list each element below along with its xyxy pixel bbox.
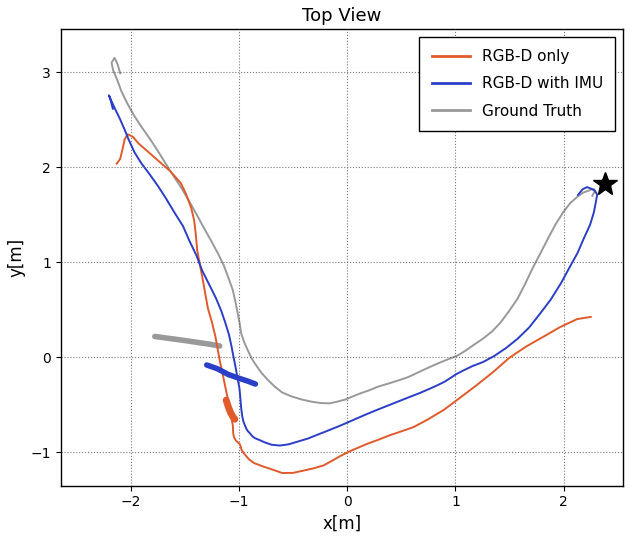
Title: Top View: Top View — [302, 7, 382, 25]
Y-axis label: y[m]: y[m] — [7, 238, 25, 277]
Legend: RGB-D only, RGB-D with IMU, Ground Truth: RGB-D only, RGB-D with IMU, Ground Truth — [420, 37, 616, 131]
X-axis label: x[m]: x[m] — [323, 515, 362, 533]
